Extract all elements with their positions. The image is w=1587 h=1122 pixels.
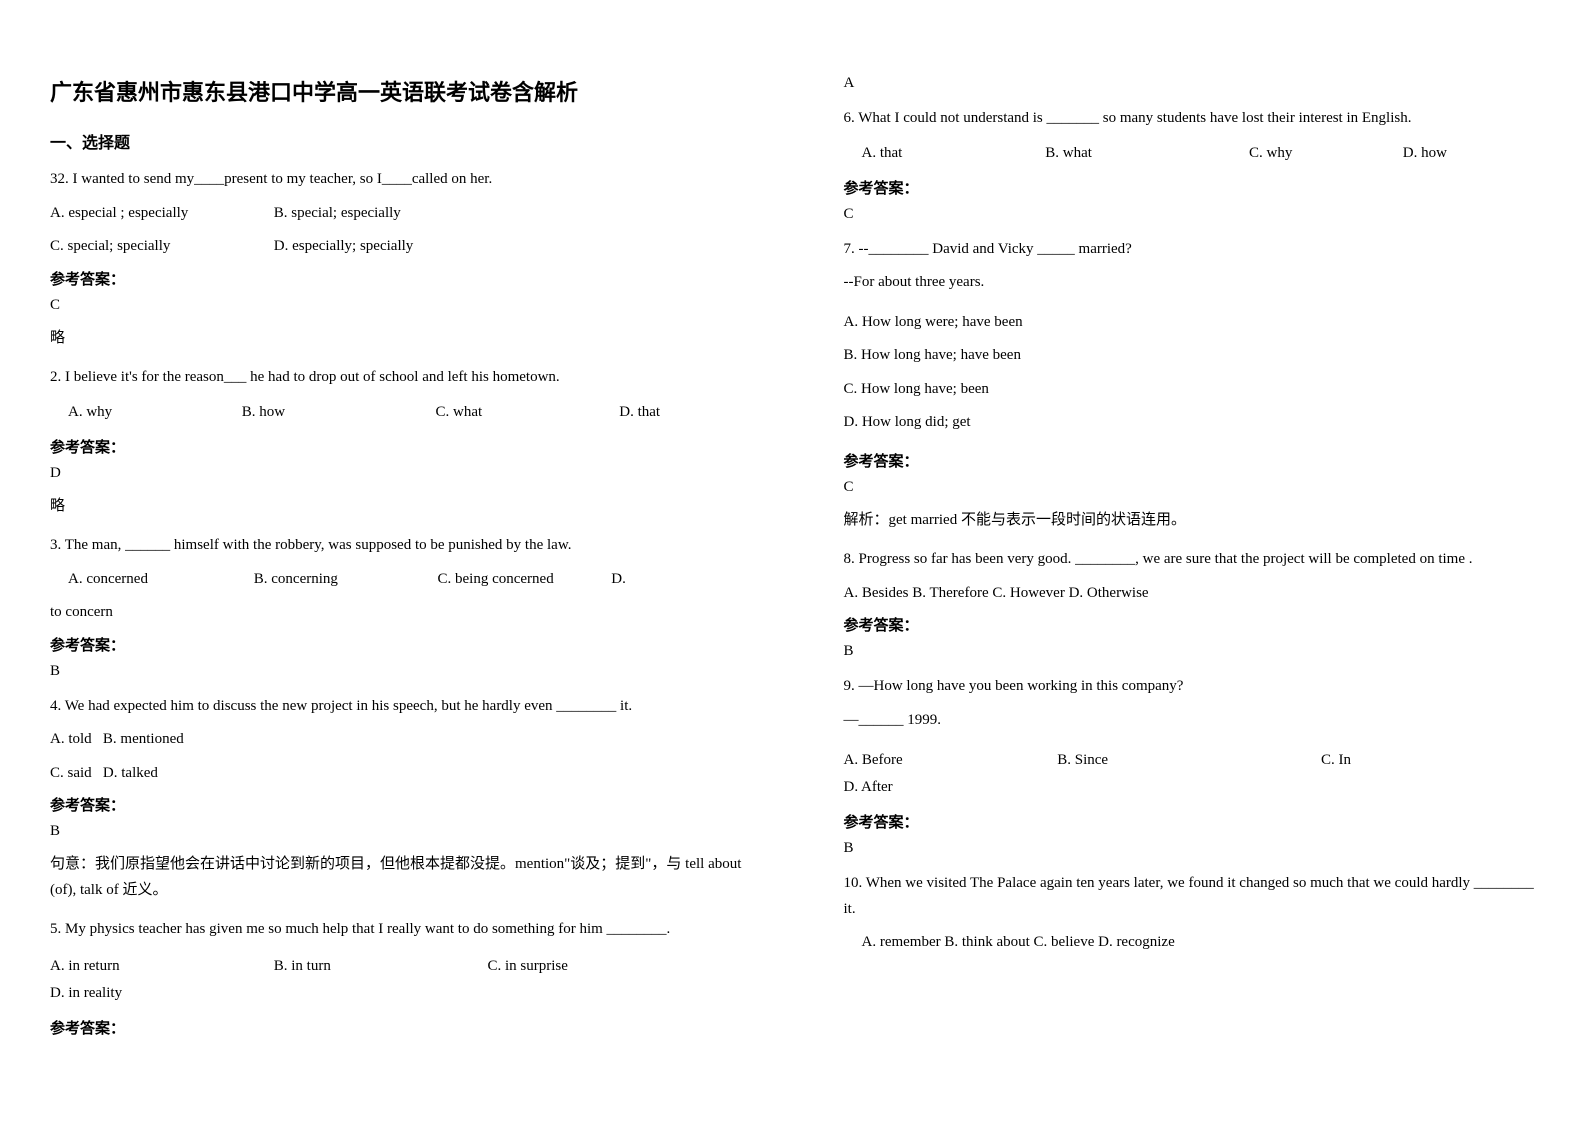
q8-opts: A. Besides B. Therefore C. However D. Ot… bbox=[844, 581, 1538, 607]
q5-opt-d: D. in reality bbox=[50, 980, 122, 1007]
q1-opt-b: B. special; especially bbox=[274, 205, 401, 221]
q1-ans: C bbox=[50, 297, 744, 314]
q4-note: 句意：我们原指望他会在讲话中讨论到新的项目，但他根本提都没提。mention"谈… bbox=[50, 852, 744, 903]
q8-ans: B bbox=[844, 643, 1538, 660]
q4-opt-d: D. talked bbox=[103, 765, 158, 781]
q5-text: 5. My physics teacher has given me so mu… bbox=[50, 917, 744, 943]
q2-opt-d: D. that bbox=[619, 399, 660, 426]
q7-text2: --For about three years. bbox=[844, 270, 1538, 296]
q4-ans-label: 参考答案： bbox=[50, 794, 744, 815]
q1-opts-row2: C. special; specially D. especially; spe… bbox=[50, 234, 744, 260]
q9-text1: 9. —How long have you been working in th… bbox=[844, 674, 1538, 700]
q2-opt-c: C. what bbox=[436, 399, 556, 426]
q9-opt-b: B. Since bbox=[1057, 747, 1257, 774]
q5-ans: A bbox=[844, 75, 1538, 92]
q1-ans-label: 参考答案： bbox=[50, 268, 744, 289]
q5-opt-c: C. in surprise bbox=[488, 953, 638, 980]
q2-ans-label: 参考答案： bbox=[50, 436, 744, 457]
q9-ans: B bbox=[844, 840, 1538, 857]
q3-opt-a: A. concerned bbox=[50, 567, 250, 593]
q4-ans: B bbox=[50, 823, 744, 840]
q7-ans: C bbox=[844, 479, 1538, 496]
q9-opt-a: A. Before bbox=[844, 747, 994, 774]
q4-opts-row2: C. said D. talked bbox=[50, 761, 744, 787]
q3-opt-c: C. being concerned bbox=[438, 567, 608, 593]
q2-ans: D bbox=[50, 465, 744, 482]
q9-opt-c: C. In bbox=[1321, 747, 1501, 774]
q1-opt-a: A. especial ; especially bbox=[50, 201, 270, 227]
left-column: 广东省惠州市惠东县港口中学高一英语联考试卷含解析 一、选择题 32. I wan… bbox=[0, 0, 794, 1122]
q7-opt-b: B. How long have; have been bbox=[844, 343, 1538, 369]
q8-ans-label: 参考答案： bbox=[844, 614, 1538, 635]
q2-opts: A. why B. how C. what D. that bbox=[50, 399, 744, 426]
q9-ans-label: 参考答案： bbox=[844, 811, 1538, 832]
q9-text2: —______ 1999. bbox=[844, 708, 1538, 734]
q3-opt-d: to concern bbox=[50, 600, 744, 626]
q5-ans-label: 参考答案： bbox=[50, 1017, 744, 1038]
q7-opt-c: C. How long have; been bbox=[844, 377, 1538, 403]
q8-text: 8. Progress so far has been very good. _… bbox=[844, 547, 1538, 573]
q7-opt-d: D. How long did; get bbox=[844, 410, 1538, 436]
q4-opt-c: C. said bbox=[50, 765, 92, 781]
q2-opt-a: A. why bbox=[68, 399, 178, 426]
q6-opt-b: B. what bbox=[1045, 140, 1185, 167]
q4-opt-b: B. mentioned bbox=[103, 731, 184, 747]
doc-title: 广东省惠州市惠东县港口中学高一英语联考试卷含解析 bbox=[50, 75, 744, 107]
q9-opts: A. Before B. Since C. In D. After bbox=[844, 747, 1538, 801]
section-1-head: 一、选择题 bbox=[50, 129, 744, 153]
q7-note: 解析：get married 不能与表示一段时间的状语连用。 bbox=[844, 508, 1538, 534]
q4-opts-row1: A. told B. mentioned bbox=[50, 727, 744, 753]
q2-opt-b: B. how bbox=[242, 399, 372, 426]
q6-ans: C bbox=[844, 206, 1538, 223]
q10-text: 10. When we visited The Palace again ten… bbox=[844, 871, 1538, 922]
right-column: A 6. What I could not understand is ____… bbox=[794, 0, 1587, 1122]
q1-text: 32. I wanted to send my____present to my… bbox=[50, 167, 744, 193]
q5-opt-a: A. in return bbox=[50, 953, 210, 980]
q2-note: 略 bbox=[50, 494, 744, 520]
q9-opt-d: D. After bbox=[844, 774, 893, 801]
q4-text: 4. We had expected him to discuss the ne… bbox=[50, 694, 744, 720]
q6-ans-label: 参考答案： bbox=[844, 177, 1538, 198]
q6-opt-a: A. that bbox=[862, 140, 982, 167]
q5-opt-b: B. in turn bbox=[274, 953, 424, 980]
q3-ans-label: 参考答案： bbox=[50, 634, 744, 655]
q3-opts: A. concerned B. concerning C. being conc… bbox=[50, 567, 744, 593]
q3-opt-d-prefix: D. bbox=[611, 571, 626, 587]
q7-opt-a: A. How long were; have been bbox=[844, 310, 1538, 336]
q1-opt-d: D. especially; specially bbox=[274, 238, 414, 254]
q6-text: 6. What I could not understand is ______… bbox=[844, 106, 1538, 132]
q3-text: 3. The man, ______ himself with the robb… bbox=[50, 533, 744, 559]
q6-opt-c: C. why bbox=[1249, 140, 1369, 167]
q1-opt-c: C. special; specially bbox=[50, 234, 270, 260]
q2-text: 2. I believe it's for the reason___ he h… bbox=[50, 365, 744, 391]
q6-opts: A. that B. what C. why D. how bbox=[844, 140, 1538, 167]
q10-opts: A. remember B. think about C. believe D.… bbox=[844, 930, 1538, 956]
q3-ans: B bbox=[50, 663, 744, 680]
q1-opts-row1: A. especial ; especially B. special; esp… bbox=[50, 201, 744, 227]
q3-opt-b: B. concerning bbox=[254, 567, 434, 593]
q5-opts: A. in return B. in turn C. in surprise D… bbox=[50, 953, 744, 1007]
q6-opt-d: D. how bbox=[1403, 140, 1447, 167]
q4-opt-a: A. told bbox=[50, 731, 92, 747]
q7-ans-label: 参考答案： bbox=[844, 450, 1538, 471]
q7-text1: 7. --________ David and Vicky _____ marr… bbox=[844, 237, 1538, 263]
q1-note: 略 bbox=[50, 326, 744, 352]
